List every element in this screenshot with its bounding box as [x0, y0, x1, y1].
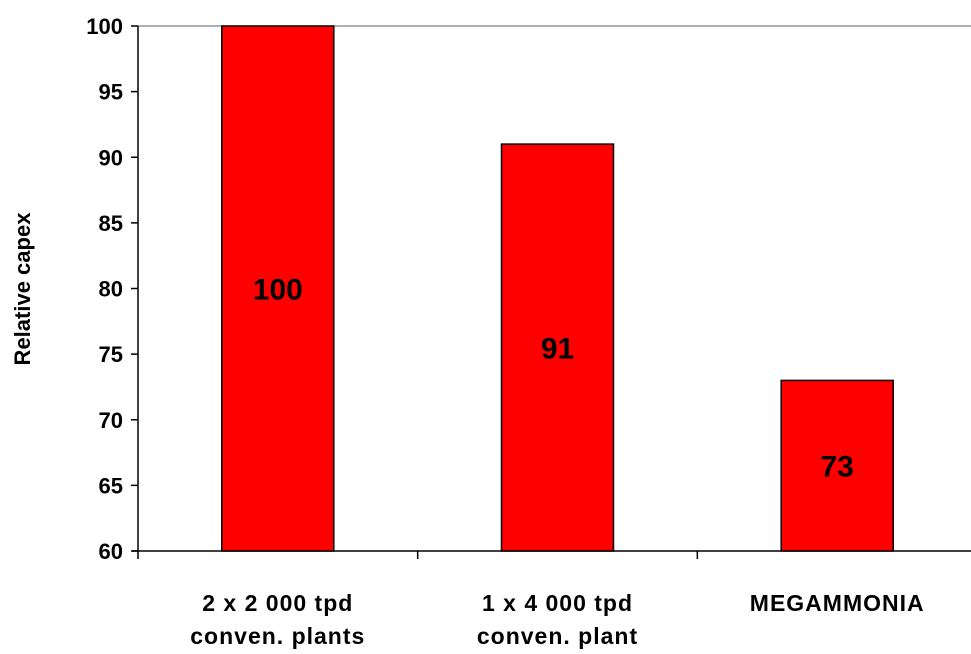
- x-tick-label-line: 2 x 2 000 tpd: [202, 590, 353, 616]
- bar: [500, 143, 615, 552]
- y-tick-label: 90: [99, 145, 123, 170]
- y-axis-ticks: 60 65 70 75 80 85 90 95 100: [86, 14, 138, 564]
- y-tick-label: 85: [99, 211, 123, 236]
- x-tick-label: MEGAMMONIA: [750, 590, 925, 616]
- y-tick-label: 100: [86, 14, 123, 39]
- data-label: 73: [821, 451, 854, 484]
- y-tick-label: 65: [99, 473, 123, 498]
- bar: [221, 25, 335, 552]
- y-tick-label: 80: [99, 277, 123, 302]
- y-tick-label: 60: [99, 539, 123, 564]
- x-axis-ticks: 2 x 2 000 tpd conven. plants 1 x 4 000 tpd…: [137, 551, 925, 649]
- x-tick-label-line: MEGAMMONIA: [750, 590, 925, 616]
- x-tick-label-line: 1 x 4 000 tpd: [482, 590, 633, 616]
- bars: 100 91 73: [221, 25, 894, 552]
- bar: [780, 379, 894, 552]
- y-tick-label: 95: [99, 80, 123, 105]
- x-tick-label-line: conven. plant: [477, 623, 638, 649]
- y-axis-title: Relative capex: [10, 212, 35, 366]
- x-tick-label: 1 x 4 000 tpd conven. plant: [477, 590, 638, 649]
- data-label: 100: [253, 274, 303, 307]
- x-tick-label: 2 x 2 000 tpd conven. plants: [190, 590, 365, 649]
- data-label: 91: [541, 333, 574, 366]
- x-tick-label-line: conven. plants: [190, 623, 365, 649]
- y-tick-label: 70: [99, 408, 123, 433]
- y-tick-label: 75: [99, 342, 123, 367]
